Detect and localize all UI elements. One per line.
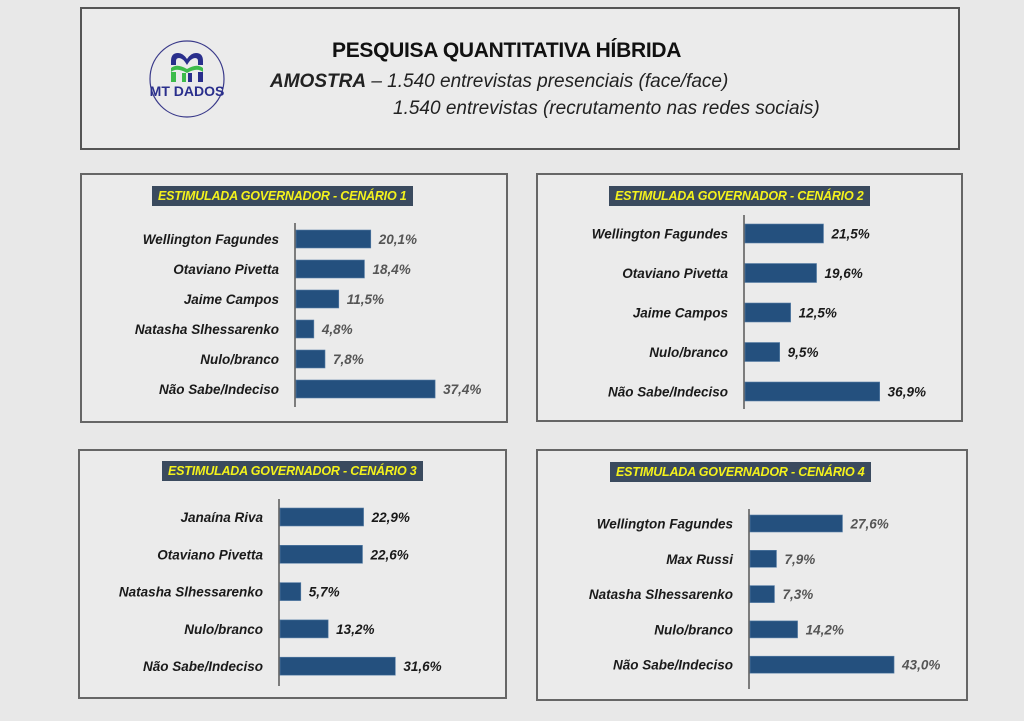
bar	[749, 620, 798, 639]
logo-text: MT DADOS	[150, 83, 225, 99]
sample-label: AMOSTRA	[270, 71, 367, 92]
category-label: Wellington Fagundes	[143, 232, 280, 247]
chart-panel-cenario-2: Wellington Fagundes 21,5% Otaviano Pivetta…	[536, 173, 963, 422]
chart-panel-cenario-1: Wellington Fagundes 20,1% Otaviano Pivetta…	[80, 173, 508, 423]
data-label: 12,5%	[799, 306, 837, 321]
category-label: Natasha Slhessarenko	[119, 585, 263, 600]
bar	[744, 381, 880, 402]
bar	[749, 550, 777, 568]
category-label: Otaviano Pivetta	[622, 266, 728, 281]
chart-title: ESTIMULADA GOVERNADOR - CENÁRIO 4	[610, 462, 871, 482]
bar-chart: Janaína Riva 22,9% Otaviano Pivetta 22,6% Na…	[119, 499, 442, 686]
bar	[279, 545, 363, 564]
bar	[295, 349, 326, 369]
category-label: Nulo/branco	[184, 622, 263, 637]
bar	[295, 289, 340, 309]
category-label: Otaviano Pivetta	[173, 262, 279, 277]
header-box: MT DADOS PESQUISA QUANTITATIVA HÍBRIDA A…	[80, 7, 960, 150]
bar	[744, 263, 817, 283]
data-label: 36,9%	[888, 385, 926, 400]
category-label: Janaína Riva	[180, 510, 263, 525]
category-label: Jaime Campos	[184, 292, 280, 307]
data-label: 5,7%	[309, 585, 340, 600]
category-label: Natasha Slhessarenko	[589, 587, 733, 602]
bar	[744, 302, 791, 323]
bar	[295, 379, 436, 399]
data-label: 27,6%	[849, 517, 888, 532]
bar	[744, 223, 824, 244]
data-label: 22,6%	[369, 547, 408, 562]
bar	[295, 319, 315, 339]
data-label: 7,9%	[784, 552, 815, 567]
data-label: 11,5%	[347, 292, 384, 307]
category-label: Wellington Fagundes	[597, 517, 734, 532]
category-label: Jaime Campos	[633, 306, 729, 321]
bar	[279, 619, 329, 639]
category-label: Não Sabe/Indeciso	[143, 659, 263, 674]
bar	[295, 259, 365, 279]
data-label: 31,6%	[403, 659, 441, 674]
data-label: 13,2%	[336, 622, 374, 637]
category-label: Nulo/branco	[649, 345, 728, 360]
bar	[279, 656, 396, 676]
bar	[749, 655, 895, 674]
page-title: PESQUISA QUANTITATIVA HÍBRIDA	[332, 39, 682, 62]
bar	[295, 229, 372, 249]
category-label: Não Sabe/Indeciso	[159, 382, 279, 397]
chart-panel-cenario-4: Wellington Fagundes 27,6% Max Russi 7,9% Nat…	[536, 449, 968, 701]
bar	[279, 582, 302, 601]
data-label: 43,0%	[901, 658, 940, 673]
bar	[279, 507, 364, 527]
category-label: Wellington Fagundes	[592, 227, 729, 242]
data-label: 19,6%	[825, 266, 863, 281]
category-label: Nulo/branco	[200, 352, 279, 367]
chart-panel-cenario-3: Janaína Riva 22,9% Otaviano Pivetta 22,6% Na…	[78, 449, 507, 699]
data-label: 18,4%	[372, 262, 410, 277]
bar	[749, 514, 843, 533]
bar	[744, 342, 780, 362]
chart-title: ESTIMULADA GOVERNADOR - CENÁRIO 2	[609, 186, 870, 206]
data-label: 21,5%	[830, 227, 869, 242]
mt-dados-logo: MT DADOS	[149, 40, 225, 118]
bar	[749, 585, 775, 603]
category-label: Otaviano Pivetta	[157, 547, 263, 562]
data-label: 9,5%	[788, 345, 819, 360]
bar-chart: Wellington Fagundes 27,6% Max Russi 7,9% Nat…	[589, 509, 940, 689]
data-label: 22,9%	[371, 510, 410, 525]
data-label: 7,8%	[333, 352, 364, 367]
chart-title: ESTIMULADA GOVERNADOR - CENÁRIO 1	[152, 186, 413, 206]
data-label: 37,4%	[443, 382, 481, 397]
data-label: 14,2%	[806, 622, 844, 637]
sample-line-1: AMOSTRA – 1.540 entrevistas presenciais …	[270, 71, 728, 93]
category-label: Nulo/branco	[654, 622, 733, 637]
bar-chart: Wellington Fagundes 21,5% Otaviano Pivetta…	[592, 215, 926, 409]
sample-line-2: 1.540 entrevistas (recrutamento nas rede…	[393, 98, 820, 119]
chart-title: ESTIMULADA GOVERNADOR - CENÁRIO 3	[162, 461, 423, 481]
bar-chart: Wellington Fagundes 20,1% Otaviano Pivetta…	[135, 223, 481, 407]
category-label: Max Russi	[666, 552, 733, 567]
data-label: 7,3%	[782, 587, 813, 602]
category-label: Natasha Slhessarenko	[135, 322, 279, 337]
sample-line-1-text: – 1.540 entrevistas presenciais (face/fa…	[366, 71, 729, 92]
data-label: 20,1%	[378, 232, 417, 247]
category-label: Não Sabe/Indeciso	[613, 658, 733, 673]
category-label: Não Sabe/Indeciso	[608, 385, 728, 400]
data-label: 4,8%	[321, 322, 353, 337]
